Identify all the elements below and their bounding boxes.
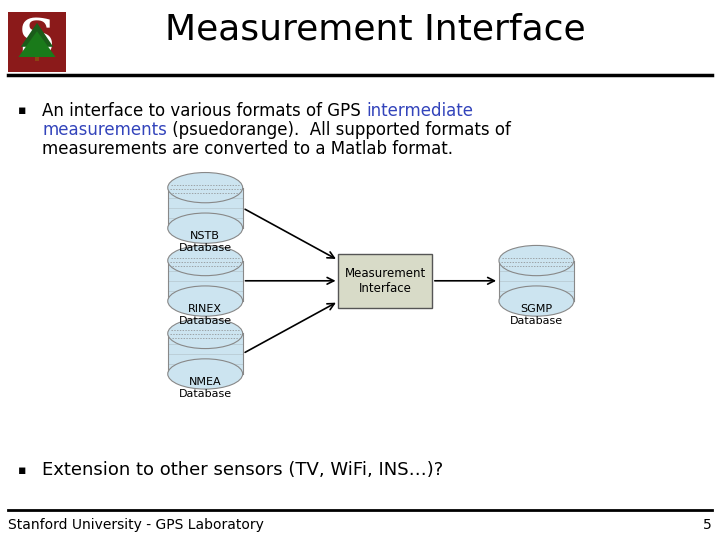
Bar — [499, 261, 574, 301]
Text: Extension to other sensors (TV, WiFi, INS…)?: Extension to other sensors (TV, WiFi, IN… — [42, 461, 444, 479]
Bar — [338, 254, 432, 308]
Bar — [168, 333, 243, 374]
Text: SGMP
Database: SGMP Database — [510, 304, 563, 326]
Ellipse shape — [168, 172, 243, 202]
Text: (psuedorange).  All supported formats of: (psuedorange). All supported formats of — [167, 121, 510, 139]
Ellipse shape — [168, 245, 243, 276]
Text: Measurement Interface: Measurement Interface — [165, 13, 585, 47]
Text: measurements: measurements — [42, 121, 167, 139]
Text: RINEX
Database: RINEX Database — [179, 304, 232, 326]
Text: Measurement
Interface: Measurement Interface — [345, 267, 426, 295]
Polygon shape — [19, 31, 55, 57]
Text: An interface to various formats of GPS: An interface to various formats of GPS — [42, 102, 366, 120]
Bar — [168, 187, 243, 228]
Polygon shape — [21, 23, 53, 47]
Ellipse shape — [499, 286, 574, 316]
Text: measurements are converted to a Matlab format.: measurements are converted to a Matlab f… — [42, 140, 453, 158]
Bar — [8, 12, 66, 72]
Bar — [168, 261, 243, 301]
Ellipse shape — [168, 213, 243, 243]
Ellipse shape — [499, 245, 574, 276]
Text: Stanford University - GPS Laboratory: Stanford University - GPS Laboratory — [8, 518, 264, 532]
Text: ▪: ▪ — [18, 463, 26, 476]
Text: ▪: ▪ — [18, 104, 26, 117]
Text: NSTB
Database: NSTB Database — [179, 231, 232, 253]
Text: NMEA
Database: NMEA Database — [179, 377, 232, 399]
Ellipse shape — [168, 359, 243, 389]
Bar — [35, 57, 39, 61]
Ellipse shape — [168, 319, 243, 349]
Text: 5: 5 — [703, 518, 712, 532]
Text: S: S — [19, 17, 55, 66]
Ellipse shape — [168, 286, 243, 316]
Text: intermediate: intermediate — [366, 102, 473, 120]
